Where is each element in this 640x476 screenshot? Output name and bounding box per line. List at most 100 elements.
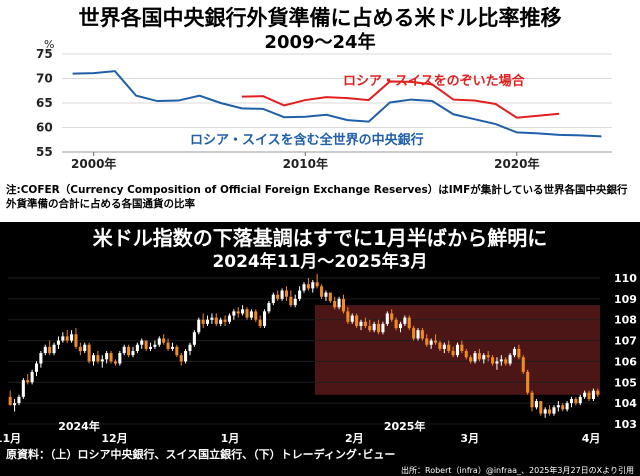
x-tick-label: 2000年 (71, 156, 116, 171)
candle-body (320, 286, 324, 297)
candle-body (556, 405, 560, 408)
candle-body (205, 319, 210, 324)
candle-body (70, 334, 74, 341)
candle-body (552, 407, 556, 414)
candle-body (394, 319, 398, 329)
top-panel: 世界各国中央銀行外貨準備に占める米ドル比率推移 2009～24年 55 60 65 7… (0, 0, 640, 222)
candle-body (359, 321, 363, 326)
candle-body (170, 346, 174, 349)
candle-body (241, 309, 245, 314)
series-label-world: ロシア・スイスを含む全世界の中央銀行 (190, 132, 424, 148)
candle-body (148, 346, 153, 349)
candle-body (127, 346, 131, 356)
bottom-panel: 米ドル指数の下落基調はすでに1月半ばから鮮明に 2024年11月～2025年3月… (0, 222, 640, 476)
candle-body (118, 353, 122, 364)
x-tick-label: 11月 (0, 432, 21, 445)
y-tick-label: 106 (614, 355, 637, 368)
candle-body (583, 392, 587, 397)
candle-body (504, 359, 508, 364)
line-chart: 55 60 65 70 75% 2000年 2010年 2020年 ロシア・スイスを含む全世界の… (36, 38, 612, 171)
candle-body (254, 311, 258, 320)
candle-body (477, 353, 481, 360)
x-tick-label: 2月 (345, 432, 364, 445)
chart-subtitle: 2009～24年 (264, 32, 376, 53)
candle-body (565, 403, 569, 410)
candle-body (407, 317, 411, 329)
candle-body (368, 325, 372, 331)
candle-body (61, 336, 65, 341)
series-line-2 (241, 80, 560, 119)
candle-body (469, 357, 473, 362)
x-tick-label: 2020年 (494, 156, 539, 171)
candle-body (539, 401, 543, 414)
candle-body (113, 361, 117, 364)
series-line-1 (72, 70, 602, 138)
year-label: 2024年 (58, 419, 100, 433)
candle-body (341, 298, 346, 312)
candle-body (249, 311, 253, 318)
candle-body (543, 409, 547, 414)
candle-body (526, 371, 530, 393)
candle-body (179, 355, 183, 362)
year-label: 2025年 (384, 419, 426, 433)
candle-body (578, 396, 582, 404)
candle-body (166, 342, 170, 349)
x-tick-label: 1月 (221, 432, 240, 445)
candle-body (482, 355, 486, 360)
candle-body (521, 357, 525, 372)
candle-body (412, 328, 416, 339)
candle-body (210, 317, 214, 320)
candle-body (26, 380, 30, 383)
candle-body (188, 344, 192, 351)
candle-body (534, 401, 538, 408)
candle-body (162, 338, 166, 343)
candle-body (596, 390, 600, 395)
candle-body (311, 282, 315, 289)
credit-note: 出所：Robert（infra）@infraa_、2025年3月27日のXより引… (401, 466, 634, 475)
candle-body (184, 351, 188, 362)
candle-body (8, 396, 12, 406)
candle-body (302, 284, 306, 291)
candle-body (416, 330, 420, 339)
x-tick-label: 3月 (460, 432, 479, 445)
candle-body (223, 319, 227, 322)
candle-body (530, 392, 534, 408)
candle-body (219, 319, 223, 324)
candle-body (561, 405, 565, 410)
candle-body (227, 315, 231, 322)
candle-body (201, 319, 205, 324)
candle-body (377, 323, 381, 333)
candle-body (157, 338, 161, 345)
candlestick-chart: 103 104 105 106 107 108 109 110 11月 12月 1月 2月 3月 4月 20… (0, 272, 637, 445)
candle-body (258, 319, 262, 326)
candle-body (512, 348, 517, 356)
x-tick-label: 2010年 (283, 156, 328, 171)
y-tick-label: 105 (614, 376, 637, 389)
candle-body (197, 319, 201, 333)
y-tick-label: 107 (614, 335, 637, 348)
candle-body (460, 344, 464, 351)
candle-body (56, 340, 60, 345)
x-tick-label: 4月 (582, 432, 601, 445)
candle-body (548, 409, 552, 414)
candle-body (135, 344, 139, 351)
y-tick-label: 70 (36, 72, 53, 86)
candle-body (144, 340, 148, 349)
candle-body (451, 351, 455, 356)
candle-body (298, 290, 302, 299)
candle-body (569, 398, 574, 404)
candle-body (337, 298, 341, 308)
candle-body (385, 313, 389, 324)
candle-body (499, 359, 503, 362)
candle-body (13, 403, 17, 406)
candle-body (420, 330, 424, 339)
candle-body (276, 294, 280, 299)
candle-body (105, 353, 109, 360)
y-tick-label: 55 (36, 145, 53, 159)
candle-body (34, 363, 39, 372)
y-tick-label: 110 (614, 272, 637, 285)
candle-body (333, 300, 337, 308)
candle-body (587, 392, 591, 399)
x-tick-label: 12月 (101, 432, 127, 445)
candle-body (508, 355, 512, 364)
